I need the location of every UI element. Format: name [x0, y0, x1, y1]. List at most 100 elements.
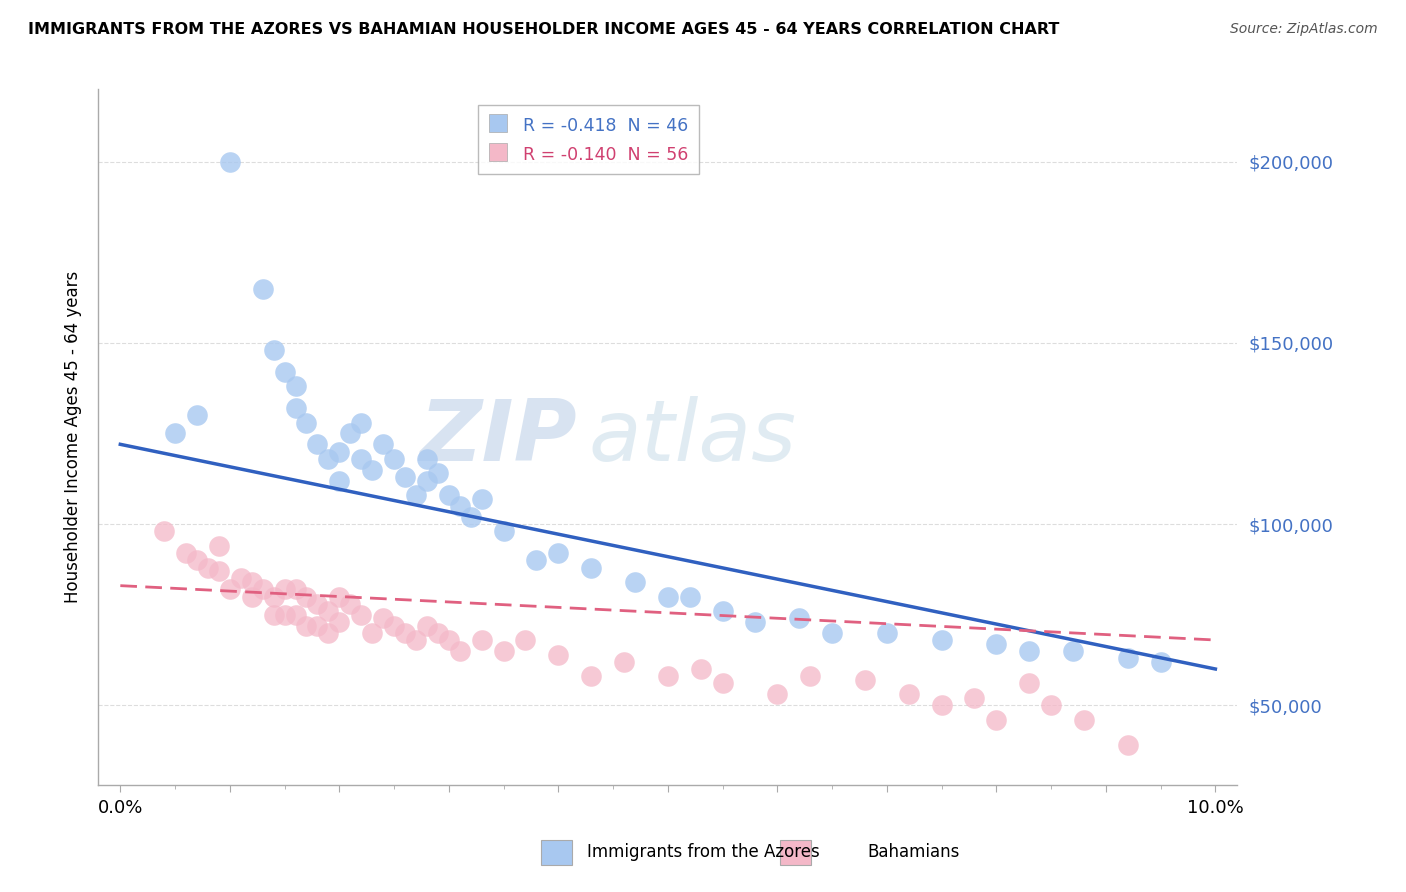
Point	[186, 553, 208, 567]
Point	[526, 553, 548, 567]
Point	[229, 571, 252, 585]
Point	[371, 611, 394, 625]
Point	[711, 676, 734, 690]
Point	[1116, 738, 1139, 752]
Point	[284, 401, 307, 416]
Point	[295, 416, 318, 430]
Point	[318, 625, 340, 640]
Point	[986, 713, 1008, 727]
Point	[853, 673, 876, 687]
Text: atlas: atlas	[588, 395, 796, 479]
Point	[1018, 676, 1040, 690]
Point	[613, 655, 636, 669]
Point	[284, 607, 307, 622]
Point	[371, 437, 394, 451]
Point	[986, 637, 1008, 651]
Point	[963, 690, 986, 705]
Point	[328, 590, 350, 604]
Text: Source: ZipAtlas.com: Source: ZipAtlas.com	[1230, 22, 1378, 37]
Point	[1040, 698, 1063, 713]
Y-axis label: Householder Income Ages 45 - 64 years: Householder Income Ages 45 - 64 years	[63, 271, 82, 603]
Point	[657, 590, 679, 604]
Point	[679, 590, 702, 604]
Point	[547, 546, 569, 560]
Point	[361, 463, 384, 477]
Text: Immigrants from the Azores: Immigrants from the Azores	[586, 843, 820, 861]
Point	[318, 604, 340, 618]
Point	[579, 669, 602, 683]
Point	[547, 648, 569, 662]
Point	[876, 625, 898, 640]
Point	[284, 379, 307, 393]
Point	[460, 509, 482, 524]
Point	[307, 597, 329, 611]
Point	[471, 633, 494, 648]
Point	[515, 633, 537, 648]
Point	[263, 343, 285, 357]
Point	[711, 604, 734, 618]
Point	[1018, 644, 1040, 658]
Point	[689, 662, 711, 676]
Point	[328, 474, 350, 488]
Point	[218, 582, 240, 597]
Point	[579, 560, 602, 574]
Point	[153, 524, 176, 539]
Point	[273, 582, 295, 597]
Point	[339, 426, 361, 441]
Point	[931, 698, 953, 713]
Point	[382, 451, 405, 466]
Point	[186, 409, 208, 423]
Point	[416, 618, 439, 632]
Point	[382, 618, 405, 632]
Point	[350, 607, 373, 622]
Point	[437, 633, 460, 648]
Point	[426, 467, 449, 481]
Point	[766, 687, 789, 701]
Point	[263, 607, 285, 622]
Point	[240, 574, 263, 589]
Point	[1062, 644, 1084, 658]
Point	[165, 426, 187, 441]
Point	[787, 611, 810, 625]
Point	[208, 539, 231, 553]
Text: ZIP: ZIP	[419, 395, 576, 479]
Legend: R = -0.418  N = 46, R = -0.140  N = 56: R = -0.418 N = 46, R = -0.140 N = 56	[478, 105, 699, 175]
Point	[273, 365, 295, 379]
Point	[416, 451, 439, 466]
Point	[449, 644, 471, 658]
Point	[437, 488, 460, 502]
Point	[307, 437, 329, 451]
Point	[174, 546, 197, 560]
Point	[471, 491, 494, 506]
Point	[252, 281, 274, 295]
Point	[897, 687, 920, 701]
Point	[394, 625, 416, 640]
Point	[1073, 713, 1095, 727]
Point	[405, 488, 427, 502]
Point	[1149, 655, 1171, 669]
Point	[273, 607, 295, 622]
Point	[318, 451, 340, 466]
Point	[284, 582, 307, 597]
Point	[263, 590, 285, 604]
Point	[328, 615, 350, 629]
Point	[799, 669, 821, 683]
Point	[492, 524, 515, 539]
Point	[449, 499, 471, 513]
Point	[931, 633, 953, 648]
Text: IMMIGRANTS FROM THE AZORES VS BAHAMIAN HOUSEHOLDER INCOME AGES 45 - 64 YEARS COR: IMMIGRANTS FROM THE AZORES VS BAHAMIAN H…	[28, 22, 1060, 37]
Point	[426, 625, 449, 640]
Point	[240, 590, 263, 604]
Point	[1116, 651, 1139, 665]
Point	[657, 669, 679, 683]
Point	[624, 574, 647, 589]
Point	[208, 564, 231, 578]
Point	[744, 615, 766, 629]
Point	[328, 444, 350, 458]
Point	[416, 474, 439, 488]
Point	[339, 597, 361, 611]
Point	[350, 416, 373, 430]
Point	[218, 154, 240, 169]
Point	[350, 451, 373, 466]
Point	[394, 470, 416, 484]
